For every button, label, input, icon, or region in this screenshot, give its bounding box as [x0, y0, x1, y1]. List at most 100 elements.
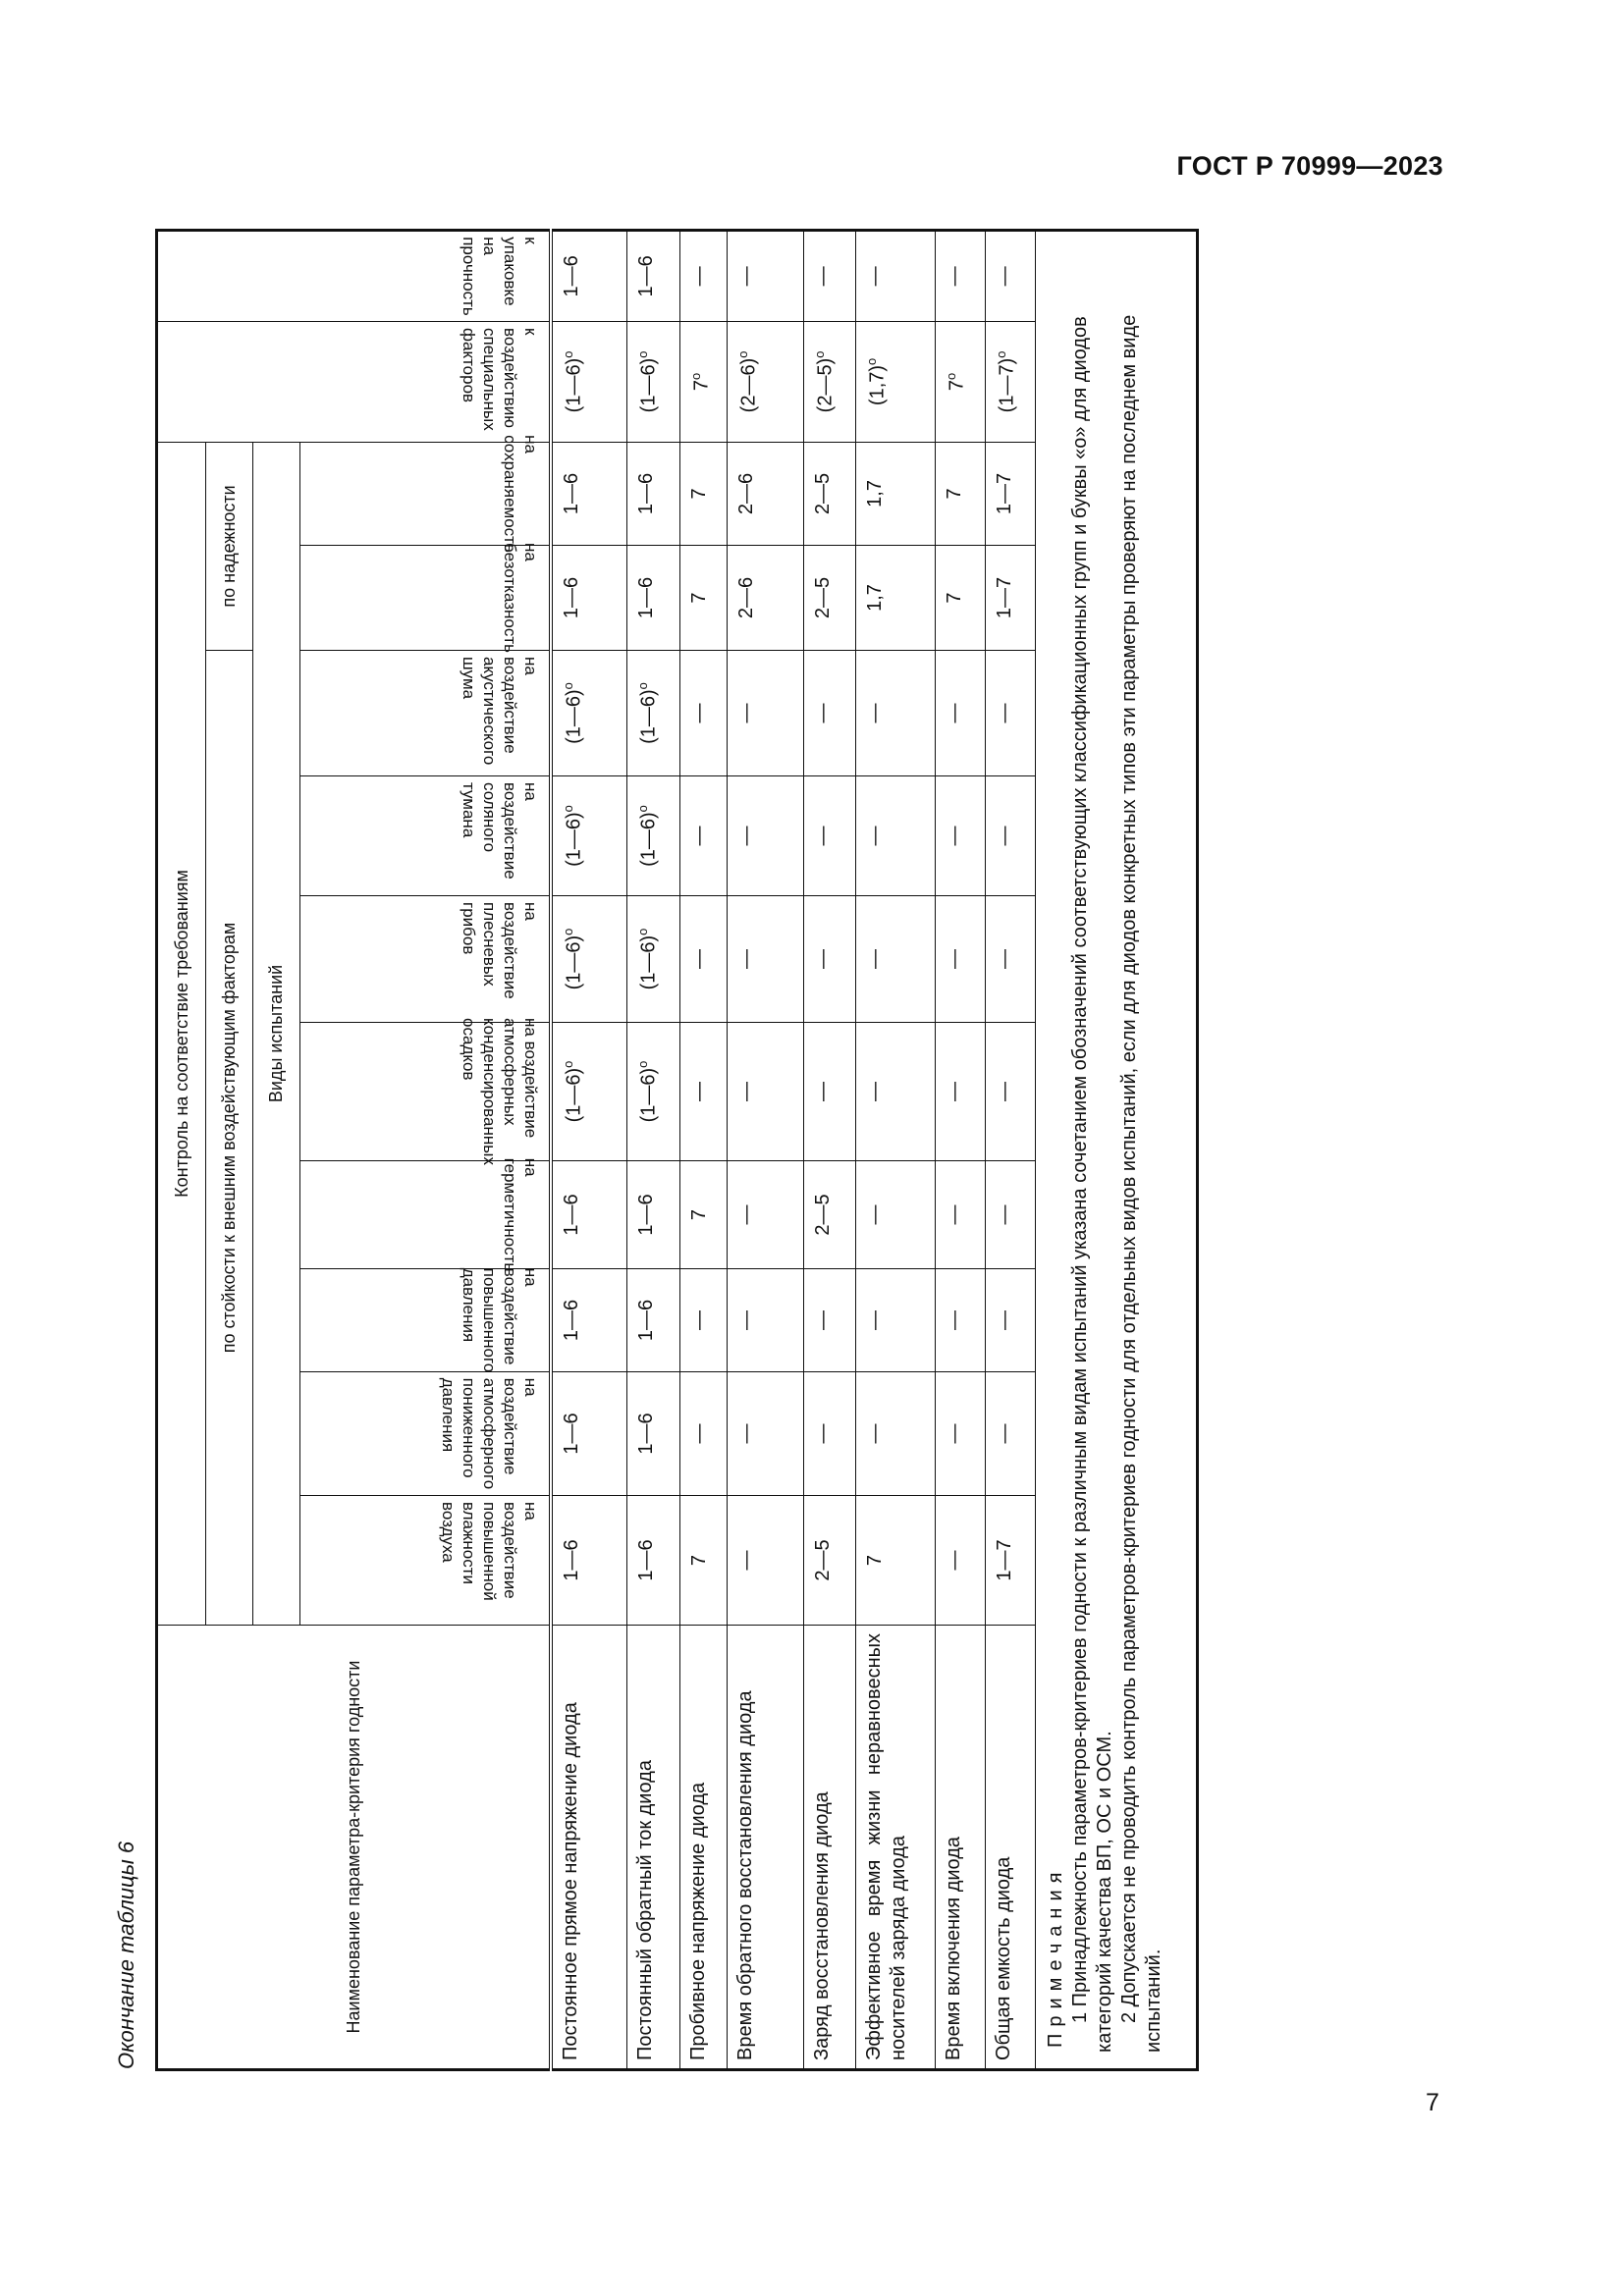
value-cell: — — [935, 1022, 985, 1161]
rotated-table-block: Окончание таблицы 6 Наименование парамет… — [98, 228, 1199, 2071]
value-cell: 1—7 — [985, 1495, 1035, 1626]
quality-mark: о — [943, 372, 958, 380]
value-cell: (1,7)о — [855, 321, 935, 443]
test-column-header: на воздействие атмосферного пониженного … — [299, 1371, 551, 1496]
value-cell: 7 — [679, 1160, 727, 1269]
value-cell: 7о — [935, 321, 985, 443]
value-cell: — — [679, 895, 727, 1023]
value-cell: 2—5 — [803, 1495, 855, 1626]
notes: Примечания 1 Принадлежность параметров-кр… — [1035, 230, 1198, 2070]
test-column-header: на воздействие соляного тумана — [299, 775, 551, 896]
value-cell: 1—6 — [626, 1160, 679, 1269]
value-cell: — — [727, 1268, 803, 1372]
value-cell: 7 — [679, 1495, 727, 1626]
value-cell: 1—7 — [985, 545, 1035, 651]
note-item: 2 Допускается не проводить контроль пара… — [1117, 314, 1164, 2053]
value-text: (1—6) — [563, 357, 585, 413]
test-column-label: на воздействие повышенного давления — [460, 1267, 540, 1373]
value-cell: — — [679, 1022, 727, 1161]
value-cell: (1—6)о — [626, 650, 679, 776]
value-cell: — — [803, 895, 855, 1023]
parameter-name: Время включения диода — [935, 1625, 985, 2070]
quality-mark: о — [561, 682, 575, 690]
value-cell: (1—6)о — [551, 775, 626, 896]
value-cell: — — [935, 895, 985, 1023]
quality-mark: о — [561, 1060, 575, 1068]
quality-mark: о — [863, 357, 879, 365]
value-cell: — — [985, 775, 1035, 896]
value-cell: — — [985, 1371, 1035, 1496]
value-cell: 1—6 — [626, 545, 679, 651]
test-column-header: на воздействие атмосферных конденсирован… — [299, 1018, 551, 1165]
value-cell: 2—5 — [803, 545, 855, 651]
table-row: Общая емкость диода 1—7— — — — — — —1—7 1—7 (1—7)… — [985, 230, 1035, 2070]
value-cell: — — [985, 650, 1035, 776]
value-cell: — — [935, 1160, 985, 1269]
value-cell: 2—5 — [803, 1160, 855, 1269]
criteria-table: Наименование параметра-критерия годности… — [155, 228, 1199, 2071]
value-cell: 7 — [679, 545, 727, 651]
value-cell: 1—6 — [626, 1268, 679, 1372]
quality-mark: о — [561, 928, 575, 935]
value-cell: (1—6)о — [551, 895, 626, 1023]
header-row-1: Наименование параметра-критерия годности… — [156, 230, 551, 2070]
value-cell: — — [727, 1495, 803, 1626]
test-column-label: на сохраняемость — [501, 435, 540, 553]
value-cell: 1—6 — [551, 1371, 626, 1496]
notes-title: Примечания — [1044, 1865, 1066, 2048]
reliability-subgroup-header: по надежности — [205, 442, 253, 651]
test-column-header: на воздействие плесневых грибов — [299, 895, 551, 1023]
value-cell: — — [985, 1160, 1035, 1269]
value-text: (1,7) — [866, 364, 889, 406]
value-cell: 1—6 — [551, 442, 626, 546]
value-cell: (1—6)о — [551, 650, 626, 776]
test-column-label: на воздействие атмосферного пониженного … — [439, 1377, 540, 1490]
value-cell: — — [679, 230, 727, 322]
value-cell: 7о — [679, 321, 727, 443]
value-text: (1—6) — [637, 357, 660, 413]
value-cell: 7 — [679, 442, 727, 546]
document-id: ГОСТ Р 70999—2023 — [1176, 151, 1443, 181]
value-cell: — — [855, 1022, 935, 1161]
value-cell: (2—6)о — [727, 321, 803, 443]
value-text: (1—6) — [563, 689, 585, 744]
value-cell: — — [679, 1371, 727, 1496]
value-cell: — — [727, 1371, 803, 1496]
table-row: Эффективное время жизни неравновесных но… — [855, 230, 935, 2070]
value-cell: — — [855, 1371, 935, 1496]
value-cell: — — [985, 895, 1035, 1023]
parameter-name: Заряд восстановления диода — [803, 1625, 855, 2070]
value-cell: — — [727, 1022, 803, 1161]
quality-mark: о — [634, 350, 650, 358]
quality-mark: о — [734, 350, 750, 358]
value-cell: 1—6 — [551, 1268, 626, 1372]
test-column-label: на воздействие повышенной влажности возд… — [439, 1502, 540, 1601]
test-column-label: на воздействие акустического шума — [460, 657, 540, 766]
test-column-label: на воздействие плесневых грибов — [460, 902, 540, 999]
value-cell: — — [855, 775, 935, 896]
value-cell: — — [935, 1268, 985, 1372]
value-text: (1—6) — [637, 934, 660, 990]
quality-mark: о — [811, 350, 827, 358]
value-cell: (2—5)о — [803, 321, 855, 443]
value-cell: (1—6)о — [551, 321, 626, 443]
value-text: 7 — [690, 379, 713, 392]
value-cell: — — [985, 230, 1035, 322]
value-cell: (1—7)о — [985, 321, 1035, 443]
parameter-name: Пробивное напряжение диода — [679, 1625, 727, 2070]
value-cell: 1—6 — [551, 230, 626, 322]
table-row: Постоянный обратный ток диода 1—6 1—6 1—6 1—… — [626, 230, 679, 2070]
value-cell: (1—6)о — [551, 1022, 626, 1161]
value-cell: 1—7 — [985, 442, 1035, 546]
value-text: (1—6) — [637, 1067, 660, 1123]
resistance-subgroup-header: по стойкости к внешним воздействующим фа… — [205, 650, 253, 1626]
value-cell: (1—6)о — [626, 321, 679, 443]
quality-mark: о — [634, 928, 650, 935]
value-cell: — — [855, 230, 935, 322]
value-text: (2—5) — [814, 357, 837, 413]
value-cell: — — [935, 230, 985, 322]
value-cell: — — [679, 1268, 727, 1372]
table-row: Время включения диода — — — — — — — —7 7 7о — — [935, 230, 985, 2070]
test-column-header: на воздействие повышенной влажности возд… — [299, 1495, 551, 1626]
value-text: (1—6) — [563, 1067, 585, 1123]
